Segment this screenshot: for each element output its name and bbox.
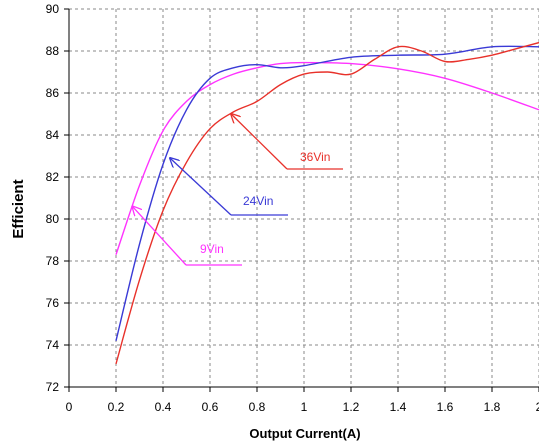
y-tick-label: 80	[46, 212, 60, 226]
y-tick-label: 88	[46, 44, 60, 58]
x-tick-label: 0.8	[249, 400, 266, 414]
callout-arrow-9vin	[132, 206, 187, 266]
y-tick-label: 74	[46, 338, 60, 352]
y-tick-label: 78	[46, 254, 60, 268]
series-36vin-line	[115, 41, 539, 365]
y-tick-label: 82	[46, 170, 60, 184]
callout-arrow-36vin	[231, 114, 288, 170]
x-tick-label: 1.6	[437, 400, 454, 414]
y-tick-label: 84	[46, 128, 60, 142]
callout-label-24vin: 24Vin	[243, 194, 273, 208]
callout-label-9vin: 9Vin	[200, 242, 224, 256]
y-tick-labels: 72 74 76 78 80 82 84 86 88 90	[46, 2, 60, 394]
grid-lines	[69, 8, 539, 387]
x-tick-label: 0.4	[155, 400, 172, 414]
annotations: 9Vin 24Vin 36Vin	[132, 114, 343, 266]
callout-arrow-24vin	[170, 158, 232, 216]
series-24vin-line	[115, 45, 539, 341]
callout-label-36vin: 36Vin	[300, 150, 330, 164]
x-tick-label: 0	[66, 400, 73, 414]
y-tick-label: 86	[46, 86, 60, 100]
axes	[64, 8, 539, 392]
y-tick-label: 90	[46, 2, 60, 16]
x-tick-labels: 0 0.2 0.4 0.6 0.8 1 1.2 1.4 1.6 1.8 2	[66, 400, 539, 414]
y-axis-title: Efficient	[10, 179, 27, 238]
y-tick-label: 72	[46, 380, 60, 394]
x-tick-label: 1.2	[343, 400, 360, 414]
x-tick-label: 2	[536, 400, 539, 414]
x-tick-label: 1.8	[484, 400, 501, 414]
y-tick-label: 76	[46, 296, 60, 310]
x-tick-label: 1	[301, 400, 308, 414]
series-lines	[115, 41, 539, 365]
x-tick-label: 1.4	[390, 400, 407, 414]
x-tick-label: 0.2	[108, 400, 125, 414]
x-tick-label: 0.6	[202, 400, 219, 414]
x-axis-title: Output Current(A)	[249, 426, 360, 441]
